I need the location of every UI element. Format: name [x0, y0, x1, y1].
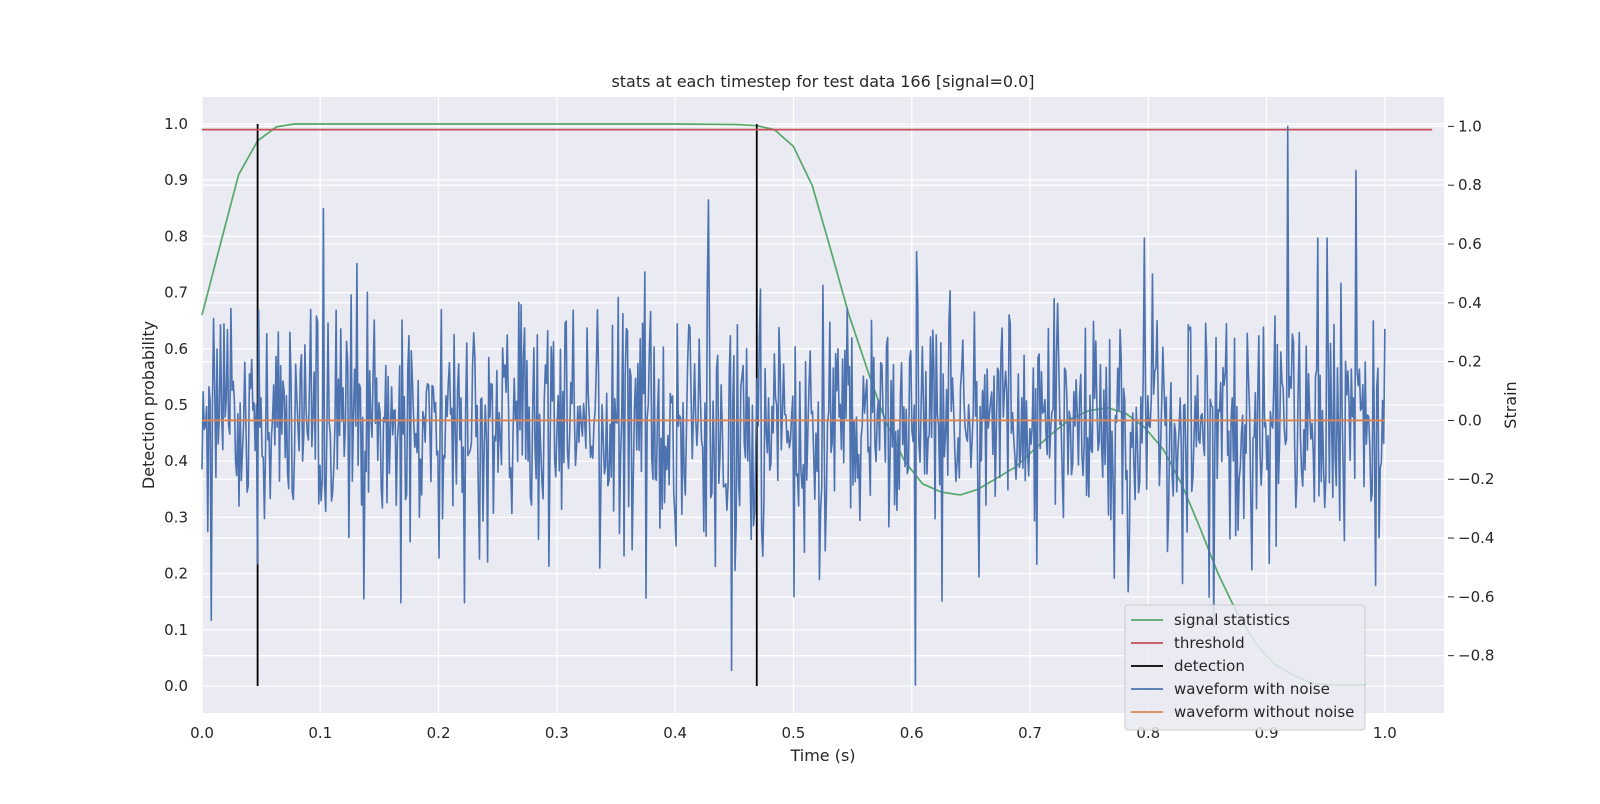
series-waveform-with-noise: [201, 125, 1386, 686]
y-tick-label: 0.8: [164, 227, 188, 245]
y2-tick-label: 1.0: [1458, 117, 1482, 135]
y-tick-label: 0.7: [164, 284, 188, 302]
y2-tick-label: −0.2: [1458, 470, 1494, 488]
tick-labels: 0.0 0.1 0.2 0.3 0.4 0.5 0.6 0.7 0.8 0.9 1.0 0.0 0.1 0…: [164, 115, 1494, 742]
y-tick-label: 0.6: [164, 340, 188, 358]
y2-tick-label: 0.8: [1458, 176, 1482, 194]
y-tick-label: 0.0: [164, 677, 188, 695]
y-tick-label: 0.3: [164, 508, 188, 526]
y-tick-label: 0.5: [164, 396, 188, 414]
y2-tick-label: −0.6: [1458, 588, 1494, 606]
legend-label: detection: [1174, 657, 1245, 675]
chart-title: stats at each timestep for test data 166…: [611, 72, 1034, 91]
y-axis-title: Detection probability: [139, 321, 158, 489]
y2-tick-label: −0.8: [1458, 647, 1494, 665]
y-tick-label: 0.4: [164, 452, 188, 470]
legend-label: signal statistics: [1174, 611, 1290, 629]
legend-box: [1124, 604, 1366, 731]
y-tick-label: 0.1: [164, 621, 188, 639]
x-tick-label: 0.2: [427, 724, 451, 742]
y-tick-label: 0.9: [164, 171, 188, 189]
y-tick-label: 1.0: [164, 115, 188, 133]
x-tick-label: 0.0: [190, 724, 214, 742]
legend-label: waveform without noise: [1174, 703, 1354, 721]
y2-tick-label: −0.4: [1458, 529, 1494, 547]
y2-axis-title: Strain: [1501, 381, 1520, 428]
y2-tick-label: 0.6: [1458, 235, 1482, 253]
x-tick-label: 0.3: [545, 724, 569, 742]
x-axis-title: Time (s): [789, 746, 855, 765]
x-tick-label: 0.7: [1018, 724, 1042, 742]
x-tick-label: 0.4: [663, 724, 687, 742]
series-layer: [201, 123, 1433, 687]
y2-tick-label: 0.0: [1458, 411, 1482, 429]
y2-tick-label: 0.2: [1458, 353, 1482, 371]
y2-tick-label: 0.4: [1458, 294, 1482, 312]
y-tick-label: 0.2: [164, 565, 188, 583]
series-signal-statistics: [201, 123, 1366, 686]
x-tick-label: 1.0: [1373, 724, 1397, 742]
legend-label: waveform with noise: [1174, 680, 1330, 698]
legend-label: threshold: [1174, 634, 1245, 652]
x-tick-label: 0.5: [781, 724, 805, 742]
x-tick-label: 0.1: [308, 724, 332, 742]
x-tick-label: 0.6: [900, 724, 924, 742]
legend: signal statistics threshold detection wavef…: [1124, 604, 1366, 731]
